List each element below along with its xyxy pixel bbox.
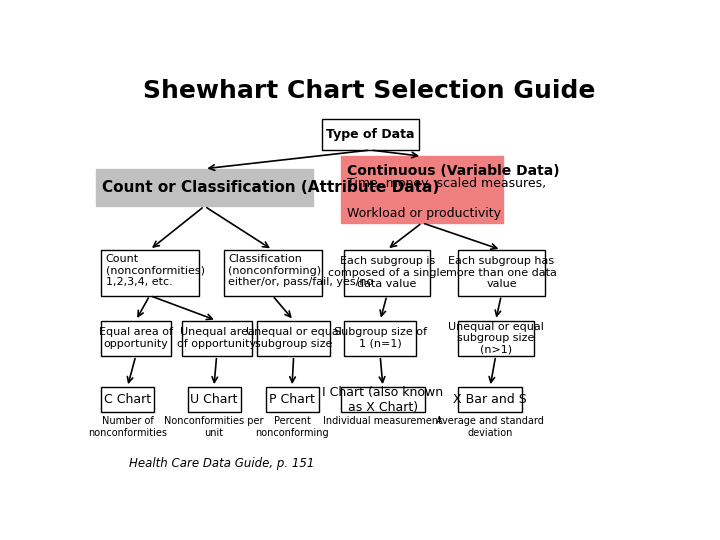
Text: Percent
nonconforming: Percent nonconforming [255, 416, 329, 438]
Text: Each subgroup is
composed of a single
data value: Each subgroup is composed of a single da… [328, 256, 446, 289]
Text: Unequal area
of opportunity: Unequal area of opportunity [177, 327, 256, 349]
FancyBboxPatch shape [459, 321, 534, 356]
FancyBboxPatch shape [344, 250, 431, 295]
Text: C Chart: C Chart [104, 393, 151, 406]
FancyBboxPatch shape [96, 168, 313, 206]
FancyBboxPatch shape [101, 321, 171, 356]
Text: Number of
nonconformities: Number of nonconformities [88, 416, 167, 438]
Text: P Chart: P Chart [269, 393, 315, 406]
FancyBboxPatch shape [188, 387, 240, 412]
Text: Equal area of
opportunity: Equal area of opportunity [99, 327, 173, 349]
Text: Average and standard
deviation: Average and standard deviation [436, 416, 544, 438]
Text: Nonconformities per
unit: Nonconformities per unit [164, 416, 264, 438]
FancyBboxPatch shape [266, 387, 319, 412]
Text: Type of Data: Type of Data [326, 128, 415, 141]
Text: U Chart: U Chart [190, 393, 238, 406]
FancyBboxPatch shape [341, 156, 503, 223]
Text: Each subgroup has
more than one data
value: Each subgroup has more than one data val… [446, 256, 557, 289]
Text: Individual measurement: Individual measurement [323, 416, 443, 426]
Text: Health Care Data Guide, p. 151: Health Care Data Guide, p. 151 [129, 457, 315, 470]
FancyBboxPatch shape [182, 321, 252, 356]
Text: Time, money, scaled measures,

Workload or productivity: Time, money, scaled measures, Workload o… [347, 177, 546, 220]
Text: Unequal or equal
subgroup size: Unequal or equal subgroup size [246, 327, 341, 349]
FancyBboxPatch shape [322, 119, 419, 150]
FancyBboxPatch shape [224, 250, 322, 295]
FancyBboxPatch shape [459, 250, 545, 295]
Text: Unequal or equal
subgroup size
(n>1): Unequal or equal subgroup size (n>1) [448, 322, 544, 355]
Text: I Chart (also known
as X Chart): I Chart (also known as X Chart) [323, 386, 444, 414]
Text: Classification
(nonconforming)
either/or, pass/fail, yes/no: Classification (nonconforming) either/or… [228, 254, 374, 287]
Text: Count
(nonconformities)
1,2,3,4, etc.: Count (nonconformities) 1,2,3,4, etc. [106, 254, 204, 287]
FancyBboxPatch shape [101, 250, 199, 295]
FancyBboxPatch shape [101, 387, 154, 412]
FancyBboxPatch shape [258, 321, 330, 356]
FancyBboxPatch shape [341, 387, 425, 412]
Text: Continuous (Variable Data): Continuous (Variable Data) [347, 164, 559, 178]
Text: Subgroup size of
1 (n=1): Subgroup size of 1 (n=1) [333, 327, 427, 349]
FancyBboxPatch shape [344, 321, 416, 356]
Text: Count or Classification (Attribute Data): Count or Classification (Attribute Data) [102, 180, 439, 195]
Text: X Bar and S: X Bar and S [454, 393, 527, 406]
FancyBboxPatch shape [459, 387, 523, 412]
Text: Shewhart Chart Selection Guide: Shewhart Chart Selection Guide [143, 79, 595, 103]
